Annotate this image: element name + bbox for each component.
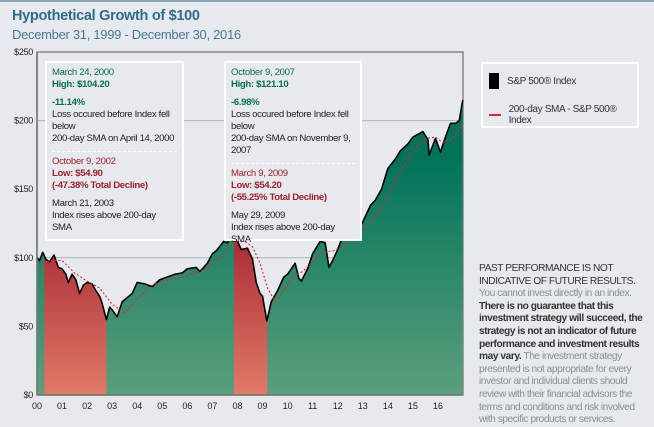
legend-swatch-sma bbox=[489, 114, 501, 116]
rise-text: Index rises above 200-day SMA bbox=[231, 222, 335, 245]
loss-text: 200-day SMA on April 14, 2000 bbox=[52, 133, 175, 144]
loss-text: Loss occured before Index fell below bbox=[52, 109, 170, 132]
loss-text: Loss occured before Index fell below bbox=[231, 109, 349, 132]
x-tick-label: 15 bbox=[408, 401, 418, 411]
legend-swatch-sp500 bbox=[489, 73, 499, 89]
high-date: March 24, 2000 bbox=[52, 67, 114, 78]
x-tick-label: 05 bbox=[157, 401, 167, 411]
sp500-index-line bbox=[36, 99, 464, 322]
disclaimer-heading: PAST PERFORMANCE IS NOT INDICATIVE OF FU… bbox=[479, 263, 636, 287]
disclaimer-p2: There is no guarantee that this investme… bbox=[479, 300, 643, 363]
low-date: October 9, 2002 bbox=[52, 156, 116, 167]
high-value: High: $121.10 bbox=[231, 79, 289, 90]
x-tick-label: 01 bbox=[57, 401, 67, 411]
x-tick-label: 09 bbox=[258, 401, 268, 411]
y-tick-label: $50 bbox=[19, 321, 33, 331]
y-tick-label: $250 bbox=[14, 47, 33, 57]
y-tick-label: $200 bbox=[14, 116, 33, 126]
sma-200-line bbox=[36, 124, 464, 314]
high-date: October 9, 2007 bbox=[231, 67, 295, 78]
legend-item-sp500: S&P 500® Index bbox=[489, 73, 576, 89]
x-tick-label: 08 bbox=[232, 401, 242, 411]
x-tick-label: 07 bbox=[207, 401, 217, 411]
y-tick-label: $150 bbox=[14, 184, 33, 194]
low-value: Low: $54.90 bbox=[52, 168, 103, 179]
chart-subtitle: December 31, 1999 - December 30, 2016 bbox=[12, 27, 241, 42]
legend-label-sma: 200-day SMA - S&P 500® Index bbox=[508, 104, 617, 126]
x-tick-label: 04 bbox=[132, 401, 142, 411]
legend-item-sma: 200-day SMA - S&P 500® Index bbox=[489, 104, 637, 126]
top-border bbox=[0, 0, 654, 2]
x-tick-label: 14 bbox=[383, 401, 393, 411]
y-tick-label: $100 bbox=[14, 253, 33, 263]
disclaimer: PAST PERFORMANCE IS NOT INDICATIVE OF FU… bbox=[479, 263, 645, 427]
annotation-box-2007: October 9, 2007 High: $121.10 -6.98% Los… bbox=[224, 61, 362, 245]
high-value: High: $104.20 bbox=[52, 79, 110, 90]
loss-pct: -6.98% bbox=[231, 97, 260, 108]
x-tick-label: 02 bbox=[82, 401, 92, 411]
total-decline: (-47.38% Total Decline) bbox=[52, 180, 148, 191]
loss-pct: -11.14% bbox=[52, 97, 85, 108]
legend-label-sp500: S&P 500® Index bbox=[507, 75, 577, 87]
chart-title: Hypothetical Growth of $100 bbox=[12, 8, 200, 24]
y-tick-label: $0 bbox=[24, 390, 34, 400]
x-tick-label: 11 bbox=[308, 401, 317, 411]
divider bbox=[231, 163, 355, 164]
x-tick-label: 00 bbox=[32, 401, 42, 411]
legend: S&P 500® Index 200-day SMA - S&P 500® In… bbox=[481, 62, 639, 128]
rise-date: March 21, 2003 bbox=[52, 198, 114, 209]
disclaimer-p3: The investment strategy presented is not… bbox=[479, 351, 635, 426]
rise-text: Index rises above 200-day SMA bbox=[52, 210, 156, 233]
low-date: March 9, 2009 bbox=[231, 168, 288, 179]
x-tick-label: 12 bbox=[333, 401, 343, 411]
x-tick-label: 13 bbox=[358, 401, 368, 411]
annotation-box-2000: March 24, 2000 High: $104.20 -11.14% Los… bbox=[45, 61, 184, 241]
x-tick-label: 06 bbox=[182, 401, 192, 411]
divider bbox=[52, 151, 177, 152]
loss-text: 200-day SMA on November 9, 2007 bbox=[231, 133, 351, 156]
disclaimer-p1: You cannot invest directly in an index. bbox=[479, 288, 632, 300]
low-value: Low: $54.20 bbox=[231, 180, 282, 191]
x-tick-label: 03 bbox=[107, 401, 117, 411]
total-decline: (-55.25% Total Decline) bbox=[231, 192, 327, 203]
index-area-above-sma bbox=[37, 100, 463, 395]
x-tick-label: 16 bbox=[433, 401, 443, 411]
x-tick-label: 10 bbox=[283, 401, 293, 411]
rise-date: May 29, 2009 bbox=[231, 210, 285, 221]
